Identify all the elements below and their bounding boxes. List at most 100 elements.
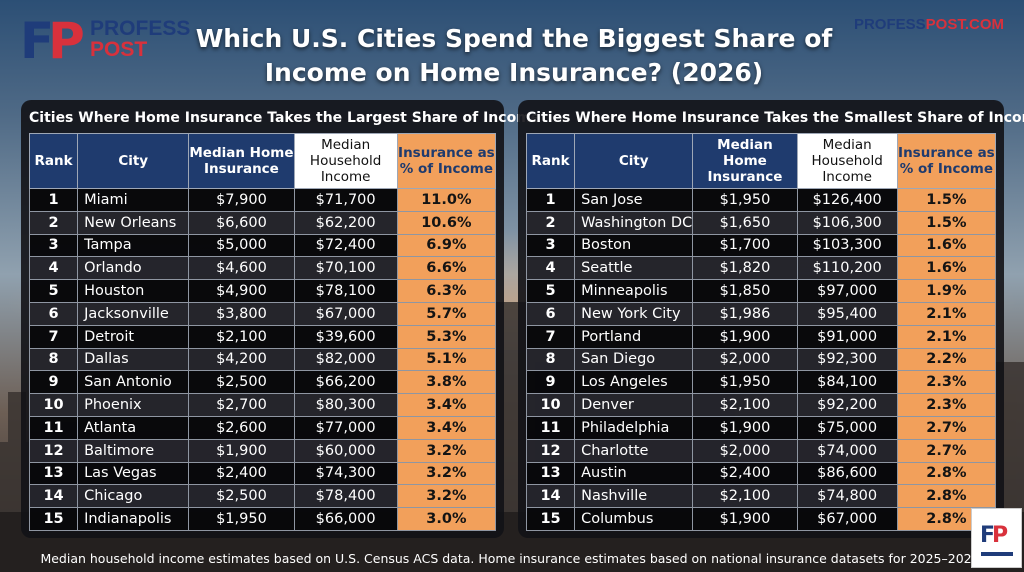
insurance-cell: $1,820 <box>692 256 798 281</box>
income-cell: $110,200 <box>796 256 898 281</box>
income-cell: $82,000 <box>293 347 398 372</box>
income-cell: $74,300 <box>293 461 398 486</box>
table-row: 10 Denver $2,100 $92,200 2.3% <box>525 393 997 417</box>
pct-cell: 2.2% <box>896 347 997 372</box>
table-row: 5 Minneapolis $1,850 $97,000 1.9% <box>525 279 997 303</box>
income-cell: $39,600 <box>293 324 398 349</box>
logo-letter-f: F <box>20 12 54 70</box>
insurance-cell: $1,950 <box>692 188 798 212</box>
insurance-cell: $2,500 <box>188 484 295 509</box>
rank-cell: 13 <box>525 461 576 486</box>
rank-cell: 9 <box>525 370 576 395</box>
site-url-part1: PROFESS <box>853 16 926 33</box>
pct-cell: 1.5% <box>896 210 997 235</box>
pct-cell: 2.8% <box>896 461 997 486</box>
income-cell: $78,400 <box>293 484 398 509</box>
rank-cell: 5 <box>28 279 79 303</box>
corner-badge-logo: FP <box>971 508 1022 568</box>
pct-cell: 5.3% <box>396 324 497 349</box>
largest-share-table: Rank City Median Home Insurance Median H… <box>28 133 497 531</box>
insurance-cell: $2,700 <box>188 393 295 417</box>
insurance-cell: $4,200 <box>188 347 295 372</box>
table-row: 4 Orlando $4,600 $70,100 6.6% <box>28 256 497 281</box>
pct-cell: 2.8% <box>896 484 997 509</box>
logo-letter-p: P <box>48 12 85 70</box>
smallest-share-rows: 1 San Jose $1,950 $126,400 1.5% 2 Washington D… <box>525 188 997 531</box>
insurance-cell: $1,850 <box>692 279 798 303</box>
smallest-share-table: Rank City Median Home Insurance Median H… <box>525 133 997 531</box>
insurance-cell: $4,900 <box>188 279 295 303</box>
income-cell: $72,400 <box>293 233 398 258</box>
table-row: 1 San Jose $1,950 $126,400 1.5% <box>525 188 997 212</box>
insurance-cell: $2,100 <box>692 393 798 417</box>
pct-cell: 1.5% <box>896 188 997 212</box>
income-cell: $71,700 <box>293 188 398 212</box>
city-cell: New York City <box>574 301 694 326</box>
income-cell: $67,000 <box>293 301 398 326</box>
city-cell: Detroit <box>77 324 190 349</box>
income-cell: $91,000 <box>796 324 898 349</box>
rank-cell: 6 <box>28 301 79 326</box>
city-cell: Phoenix <box>77 393 190 417</box>
pct-cell: 3.0% <box>396 507 497 531</box>
insurance-cell: $3,800 <box>188 301 295 326</box>
city-cell: San Diego <box>574 347 694 372</box>
city-cell: Charlotte <box>574 438 694 463</box>
rank-cell: 14 <box>28 484 79 509</box>
city-cell: Columbus <box>574 507 694 531</box>
city-header: City <box>574 133 694 189</box>
table-row: 4 Seattle $1,820 $110,200 1.6% <box>525 256 997 281</box>
income-cell: $74,000 <box>796 438 898 463</box>
largest-share-panel: Cities Where Home Insurance Takes the La… <box>21 100 540 538</box>
city-cell: Miami <box>77 188 190 212</box>
insurance-cell: $2,100 <box>692 484 798 509</box>
insurance-cell: $6,600 <box>188 210 295 235</box>
income-cell: $103,300 <box>796 233 898 258</box>
pct-cell: 6.9% <box>396 233 497 258</box>
city-cell: Washington DC <box>574 210 694 235</box>
city-cell: Las Vegas <box>77 461 190 486</box>
city-cell: Dallas <box>77 347 190 372</box>
city-cell: Tampa <box>77 233 190 258</box>
insurance-header: Median Home Insurance <box>692 133 798 189</box>
income-cell: $80,300 <box>293 393 398 417</box>
rank-cell: 13 <box>28 461 79 486</box>
rank-cell: 8 <box>525 347 576 372</box>
site-url-part2: POST.COM <box>925 16 1004 33</box>
badge-logo-mark: FP <box>980 523 1008 548</box>
table-row: 14 Nashville $2,100 $74,800 2.8% <box>525 484 997 509</box>
city-header: City <box>77 133 190 189</box>
table-row: 10 Phoenix $2,700 $80,300 3.4% <box>28 393 497 417</box>
income-header: Median Household Income <box>796 133 898 189</box>
city-cell: San Jose <box>574 188 694 212</box>
rank-cell: 9 <box>28 370 79 395</box>
pct-header: Insurance as % of Income <box>396 133 497 189</box>
pct-cell: 10.6% <box>396 210 497 235</box>
table-row: 6 Jacksonville $3,800 $67,000 5.7% <box>28 301 497 326</box>
city-cell: Atlanta <box>77 415 190 440</box>
city-cell: Boston <box>574 233 694 258</box>
pct-cell: 5.1% <box>396 347 497 372</box>
table-row: 8 Dallas $4,200 $82,000 5.1% <box>28 347 497 372</box>
rank-header: Rank <box>28 133 79 189</box>
rank-cell: 6 <box>525 301 576 326</box>
insurance-header: Median Home Insurance <box>188 133 295 189</box>
table-row: 9 Los Angeles $1,950 $84,100 2.3% <box>525 370 997 395</box>
pct-cell: 3.8% <box>396 370 497 395</box>
insurance-cell: $1,950 <box>188 507 295 531</box>
smallest-share-title: Cities Where Home Insurance Takes the Sm… <box>526 110 1024 126</box>
income-cell: $92,300 <box>796 347 898 372</box>
rank-cell: 7 <box>28 324 79 349</box>
income-cell: $60,000 <box>293 438 398 463</box>
table-row: 7 Detroit $2,100 $39,600 5.3% <box>28 324 497 349</box>
table-header-row: Rank City Median Home Insurance Median H… <box>525 133 997 189</box>
pct-cell: 11.0% <box>396 188 497 212</box>
income-cell: $70,100 <box>293 256 398 281</box>
income-cell: $77,000 <box>293 415 398 440</box>
income-cell: $66,200 <box>293 370 398 395</box>
pct-cell: 3.2% <box>396 484 497 509</box>
city-cell: New Orleans <box>77 210 190 235</box>
table-row: 15 Indianapolis $1,950 $66,000 3.0% <box>28 507 497 531</box>
city-cell: Baltimore <box>77 438 190 463</box>
table-row: 3 Tampa $5,000 $72,400 6.9% <box>28 233 497 258</box>
